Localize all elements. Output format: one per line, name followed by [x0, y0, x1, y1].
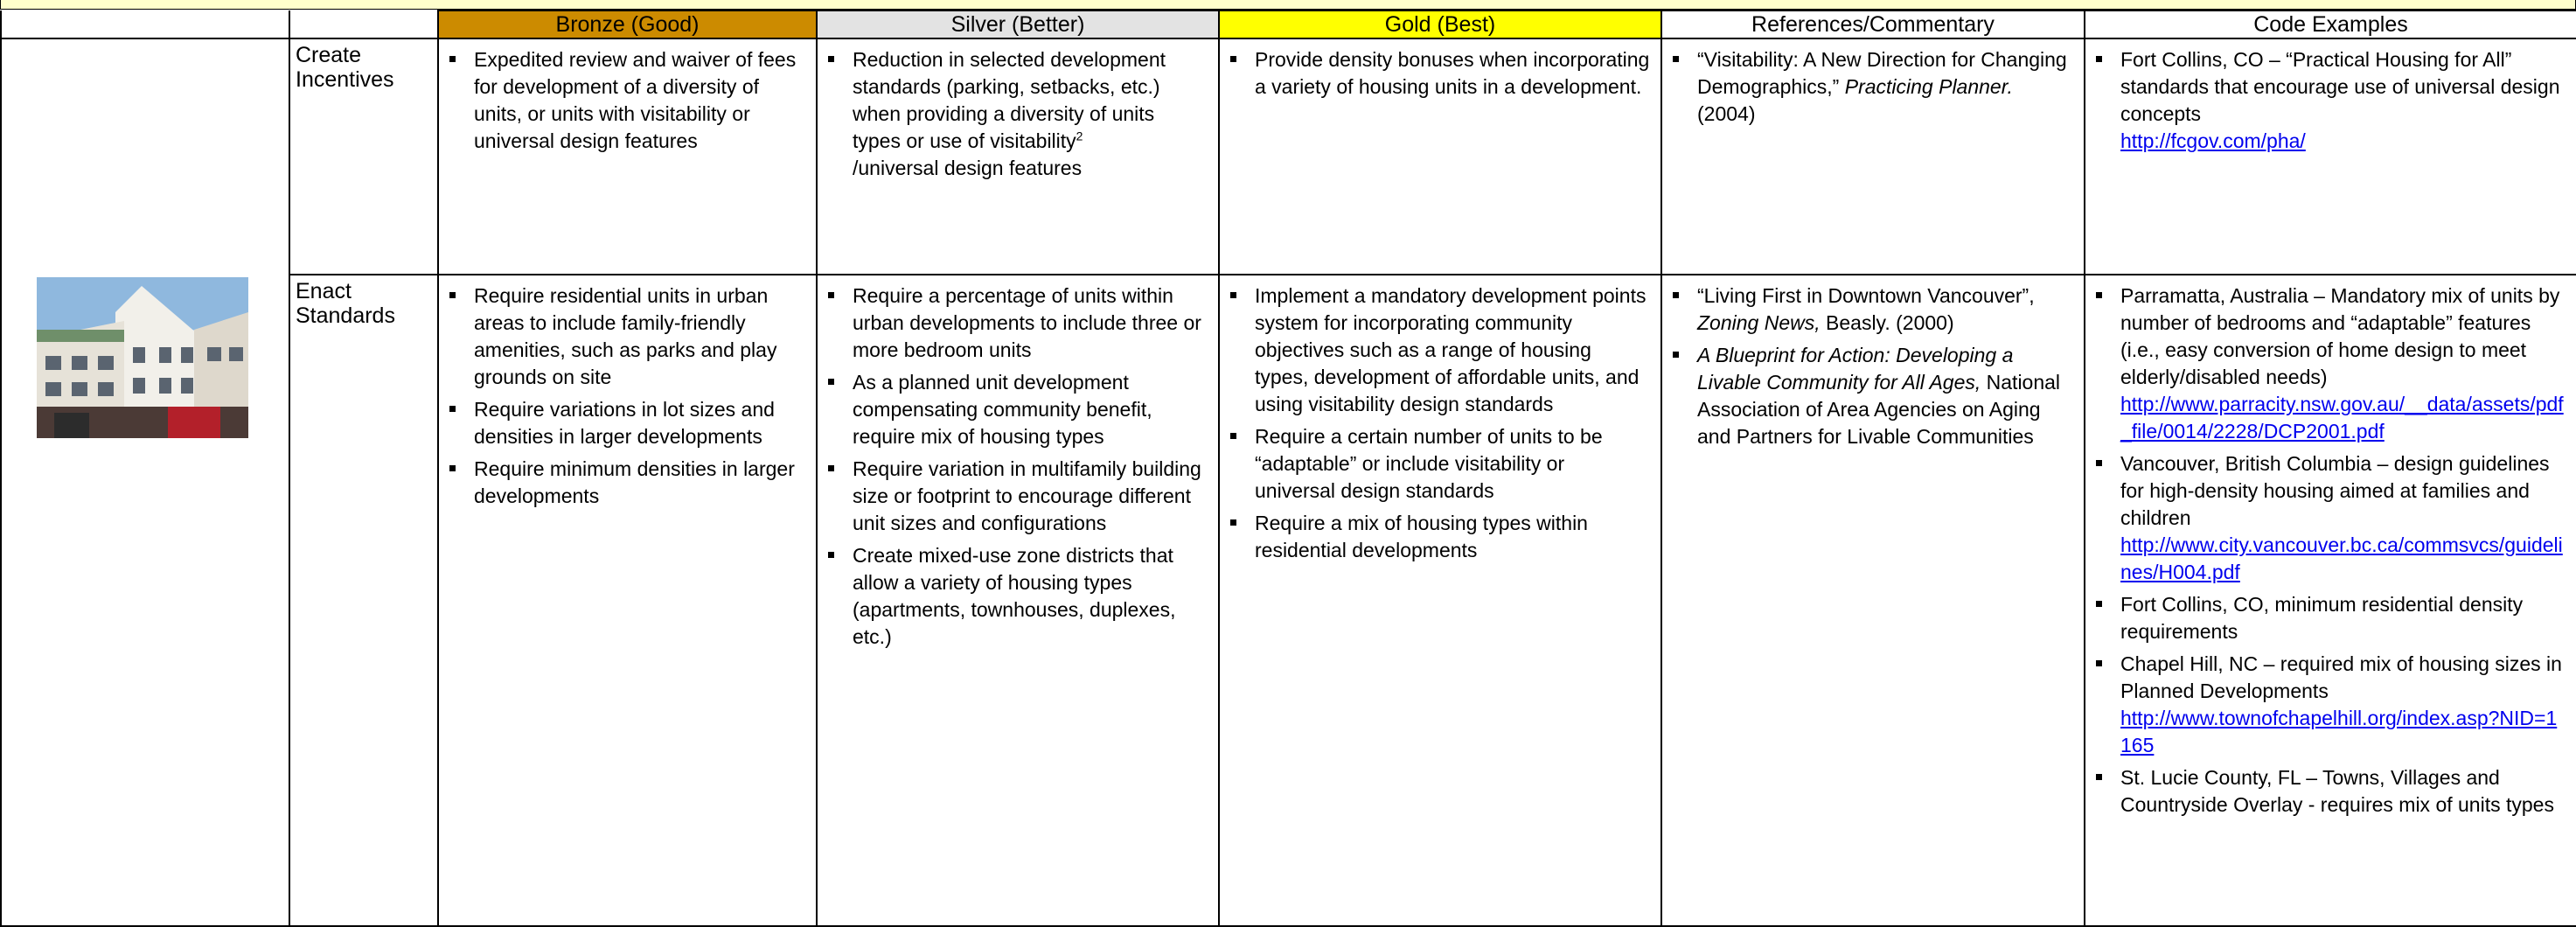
bullet-item: Fort Collins, CO – “Practical Housing fo… [2085, 46, 2566, 155]
bullet-item: “Living First in Downtown Vancouver”, Zo… [1662, 282, 2073, 337]
bullet-item: Require residential units in urban areas… [439, 282, 805, 391]
matrix-table: Bronze (Good) Silver (Better) Gold (Best) R… [0, 10, 2576, 927]
text: Require a certain number of units to be … [1255, 425, 1603, 502]
image-cell [0, 38, 290, 275]
bullet-list: Require a percentage of units within urb… [818, 275, 1218, 651]
top-bar [0, 0, 2576, 10]
text: Beasly. (2000) [1820, 311, 1954, 334]
row-category: Enact Standards [289, 274, 439, 927]
column-header: References/Commentary [1660, 10, 2085, 39]
text: National Association of Area Agencies on… [1697, 371, 2061, 448]
text: Parramatta, Australia – Mandatory mix of… [2120, 284, 2560, 388]
text: Expedited review and waiver of fees for … [474, 48, 797, 152]
link[interactable]: http://fcgov.com/pha/ [2120, 129, 2306, 152]
table-cell: Require residential units in urban areas… [437, 274, 818, 927]
text: (2004) [1697, 102, 1756, 125]
bullet-list: “Visitability: A New Direction for Chang… [1662, 39, 2084, 128]
text: Implement a mandatory development points… [1255, 284, 1647, 415]
bullet-item: Require a mix of housing types within re… [1220, 510, 1650, 564]
bullet-item: Require a certain number of units to be … [1220, 423, 1650, 505]
bullet-item: Expedited review and waiver of fees for … [439, 46, 805, 155]
bullet-list: Reduction in selected development standa… [818, 39, 1218, 182]
bullet-item: Implement a mandatory development points… [1220, 282, 1650, 418]
link[interactable]: http://www.townofchapelhill.org/index.as… [2120, 707, 2558, 756]
table-row: Enact Standards Require residential units… [0, 274, 2576, 927]
text: Fort Collins, CO – “Practical Housing fo… [2120, 48, 2560, 125]
bullet-item: Require minimum densities in larger deve… [439, 456, 805, 510]
text: /universal design features [853, 157, 1083, 179]
bullet-list: Require residential units in urban areas… [439, 275, 816, 510]
link[interactable]: http://www.city.vancouver.bc.ca/commsvcs… [2120, 533, 2563, 583]
table-body: Create Incentives Expedited review and wa… [0, 38, 2576, 927]
table-cell: “Living First in Downtown Vancouver”, Zo… [1660, 274, 2085, 927]
text: “Living First in Downtown Vancouver”, [1697, 284, 2035, 307]
text: Require variation in multifamily buildin… [853, 457, 1201, 534]
bullet-item: Reduction in selected development standa… [818, 46, 1208, 182]
bullet-item: Parramatta, Australia – Mandatory mix of… [2085, 282, 2566, 445]
text: Require minimum densities in larger deve… [474, 457, 795, 507]
bullet-item: Vancouver, British Columbia – design gui… [2085, 450, 2566, 586]
building-photo [37, 277, 248, 438]
blank-header [0, 10, 290, 39]
header-row: Bronze (Good) Silver (Better) Gold (Best) R… [0, 10, 2576, 39]
text: Reduction in selected development standa… [853, 48, 1166, 152]
table-row: Create Incentives Expedited review and wa… [0, 38, 2576, 275]
text: “Visitability: A New Direction for Chang… [1697, 48, 2067, 98]
bullet-item: Require a percentage of units within urb… [818, 282, 1208, 364]
text: Require a mix of housing types within re… [1255, 512, 1588, 561]
bullet-list: Parramatta, Australia – Mandatory mix of… [2085, 275, 2576, 819]
text: Fort Collins, CO, minimum residential de… [2120, 593, 2524, 643]
bullet-item: As a planned unit development compensati… [818, 369, 1208, 450]
column-header: Bronze (Good) [437, 10, 818, 39]
table-cell: Fort Collins, CO – “Practical Housing fo… [2084, 38, 2576, 275]
text: Vancouver, British Columbia – design gui… [2120, 452, 2550, 529]
text: Require variations in lot sizes and dens… [474, 398, 775, 448]
bullet-list: Provide density bonuses when incorporati… [1220, 39, 1660, 101]
bullet-list: Implement a mandatory development points… [1220, 275, 1660, 564]
bullet-item: Require variations in lot sizes and dens… [439, 396, 805, 450]
bullet-item: A Blueprint for Action: Developing a Liv… [1662, 342, 2073, 450]
table-cell: Reduction in selected development standa… [816, 38, 1220, 275]
text: As a planned unit development compensati… [853, 371, 1152, 448]
text: Create mixed-use zone districts that all… [853, 544, 1176, 648]
bullet-item: “Visitability: A New Direction for Chang… [1662, 46, 2073, 128]
table-cell: Implement a mandatory development points… [1218, 274, 1662, 927]
bullet-list: Fort Collins, CO – “Practical Housing fo… [2085, 39, 2576, 155]
text: Require a percentage of units within urb… [853, 284, 1201, 361]
italic-text: A Blueprint for Action: Developing a Liv… [1697, 344, 2014, 394]
bullet-item: Provide density bonuses when incorporati… [1220, 46, 1650, 101]
bullet-list: “Living First in Downtown Vancouver”, Zo… [1662, 275, 2084, 450]
table-cell: “Visitability: A New Direction for Chang… [1660, 38, 2085, 275]
row-category: Create Incentives [289, 38, 439, 275]
table-cell: Require a percentage of units within urb… [816, 274, 1220, 927]
table-cell: Provide density bonuses when incorporati… [1218, 38, 1662, 275]
column-header: Silver (Better) [816, 10, 1220, 39]
bullet-item: Fort Collins, CO, minimum residential de… [2085, 591, 2566, 645]
bullet-item: Create mixed-use zone districts that all… [818, 542, 1208, 651]
table-cell: Expedited review and waiver of fees for … [437, 38, 818, 275]
text: St. Lucie County, FL – Towns, Villages a… [2120, 766, 2554, 816]
italic-text: Zoning News, [1697, 311, 1821, 334]
text: Provide density bonuses when incorporati… [1255, 48, 1650, 98]
bullet-item: Require variation in multifamily buildin… [818, 456, 1208, 537]
link[interactable]: http://www.parracity.nsw.gov.au/__data/a… [2120, 393, 2564, 443]
column-header: Code Examples [2084, 10, 2576, 39]
table-cell: Parramatta, Australia – Mandatory mix of… [2084, 274, 2576, 927]
text: Chapel Hill, NC – required mix of housin… [2120, 652, 2562, 702]
text: Require residential units in urban areas… [474, 284, 777, 388]
column-header: Gold (Best) [1218, 10, 1662, 39]
blank-header [289, 10, 439, 39]
bullet-list: Expedited review and waiver of fees for … [439, 39, 816, 155]
italic-text: Practicing Planner. [1844, 75, 2013, 98]
bullet-item: Chapel Hill, NC – required mix of housin… [2085, 651, 2566, 759]
bullet-item: St. Lucie County, FL – Towns, Villages a… [2085, 764, 2566, 819]
superscript: 2 [1076, 129, 1083, 143]
